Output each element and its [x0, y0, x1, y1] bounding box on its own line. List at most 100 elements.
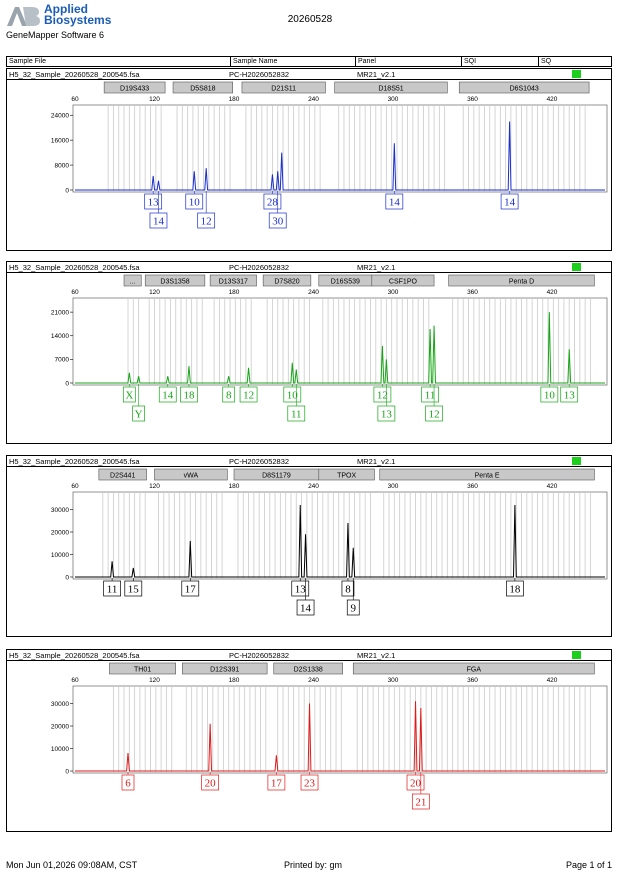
electropherogram-panel-green: H5_32_Sample_20260528_200545.fsa PC-H202…	[6, 261, 612, 444]
sample-name: PC-H2026052832	[229, 651, 290, 660]
y-tick-label: 10000	[51, 746, 69, 753]
allele-label-box	[201, 774, 219, 791]
allele-label-box	[263, 193, 282, 210]
x-tick-label: 240	[308, 96, 319, 103]
marker-label: D2S1338	[294, 667, 323, 674]
sample-file: H5_32_Sample_20260528_200545.fsa	[9, 263, 140, 272]
allele-label: 17	[185, 584, 197, 596]
brand-name: Applied Biosystems	[44, 2, 111, 26]
allele-label: 14	[300, 603, 312, 615]
allele-label: 12	[377, 390, 388, 402]
marker-box	[182, 662, 268, 675]
y-tick-label: 0	[65, 380, 69, 387]
y-tick-label: 20000	[51, 723, 69, 730]
marker-box	[154, 468, 228, 481]
allele-label: 6	[125, 778, 131, 790]
y-tick-label: 16000	[51, 137, 69, 144]
x-tick-label: 120	[149, 96, 160, 103]
x-tick-label: 240	[308, 677, 319, 684]
sample-info-row: H5_32_Sample_20260528_200545.fsa PC-H202…	[7, 262, 611, 273]
x-tick-label: 180	[229, 483, 240, 490]
allele-label-box	[506, 580, 524, 597]
y-tick-label: 24000	[51, 113, 69, 120]
marker-box	[98, 468, 147, 481]
marker-box	[318, 468, 375, 481]
allele-label-box	[149, 212, 168, 229]
allele-label: 23	[304, 778, 316, 790]
x-tick-label: 180	[229, 677, 240, 684]
allele-label: 18	[509, 584, 521, 596]
marker-label: Penta D	[509, 279, 534, 286]
quality-status-icon	[572, 70, 581, 78]
allele-label-box	[144, 193, 163, 210]
signal-trace	[75, 504, 605, 578]
col-sq: SQ	[541, 58, 552, 65]
plot-frame	[72, 297, 608, 386]
sample-name: PC-H2026052832	[229, 70, 290, 79]
y-tick-label: 30000	[51, 701, 69, 708]
report-title: 20260528	[287, 14, 333, 25]
allele-label-box	[385, 193, 404, 210]
allele-label-box	[425, 405, 443, 422]
x-tick-label: 420	[547, 289, 558, 296]
marker-label: TH01	[134, 667, 151, 674]
allele-label: 10	[189, 197, 201, 209]
marker-label: D5S818	[190, 86, 215, 93]
allele-label-box	[540, 386, 559, 403]
chart-green: ... D3S1358 D13S317 D7S820 D16S539 CSF1PO Pent…	[51, 274, 608, 422]
allele-label: 28	[267, 197, 279, 209]
marker-box	[334, 81, 448, 94]
brand-line-1: Applied	[44, 2, 88, 16]
marker-box	[241, 81, 326, 94]
panel-name: MR21_v2.1	[357, 651, 396, 660]
allele-label: 14	[162, 390, 174, 402]
x-tick-label: 180	[229, 96, 240, 103]
column-header-row: Sample File Sample Name Panel SQI SQ	[6, 56, 612, 67]
x-tick-label: 300	[388, 96, 399, 103]
x-tick-label: 60	[71, 483, 79, 490]
allele-label: 15	[128, 584, 140, 596]
allele-label: 12	[429, 409, 440, 421]
x-tick-label: 420	[547, 483, 558, 490]
marker-box	[379, 468, 595, 481]
allele-label: 21	[415, 797, 426, 809]
y-tick-label: 7000	[55, 357, 70, 364]
allele-label: Y	[135, 409, 143, 421]
allele-label-box	[267, 774, 286, 791]
marker-label: Penta E	[475, 473, 500, 480]
marker-box	[103, 81, 166, 94]
allele-label: 30	[272, 216, 284, 228]
x-tick-label: 420	[547, 96, 558, 103]
col-sample-name: Sample Name	[233, 58, 278, 65]
quality-status-icon	[572, 457, 581, 465]
x-tick-label: 120	[149, 677, 160, 684]
allele-label-box	[300, 774, 319, 791]
marker-label: D18S51	[378, 86, 403, 93]
marker-box	[262, 274, 312, 287]
ab-logo-icon	[7, 7, 40, 26]
y-tick-label: 21000	[51, 309, 69, 316]
sample-file: H5_32_Sample_20260528_200545.fsa	[9, 651, 140, 660]
marker-label: ...	[130, 279, 136, 286]
y-tick-label: 0	[65, 768, 69, 775]
allele-label: 12	[201, 216, 212, 228]
y-tick-label: 30000	[51, 507, 69, 514]
allele-label: 8	[345, 584, 351, 596]
electropherogram-panel-red: H5_32_Sample_20260528_200545.fsa PC-H202…	[6, 649, 612, 832]
allele-label: 13	[295, 584, 307, 596]
marker-label: FGA	[467, 667, 482, 674]
signal-trace	[75, 701, 605, 772]
col-sqi: SQI	[464, 58, 477, 65]
allele-label: 8	[226, 390, 232, 402]
col-panel: Panel	[358, 58, 376, 65]
sample-file: H5_32_Sample_20260528_200545.fsa	[9, 457, 140, 466]
marker-label: D2S441	[110, 473, 135, 480]
sample-name: PC-H2026052832	[229, 263, 290, 272]
x-tick-label: 360	[467, 96, 478, 103]
chart-black: D2S441 vWA D8S1179 TPOX Penta E60 120 180 240 30…	[51, 468, 608, 616]
marker-box	[371, 274, 435, 287]
allele-label-box	[132, 405, 145, 422]
marker-label: D8S1179	[262, 473, 291, 480]
